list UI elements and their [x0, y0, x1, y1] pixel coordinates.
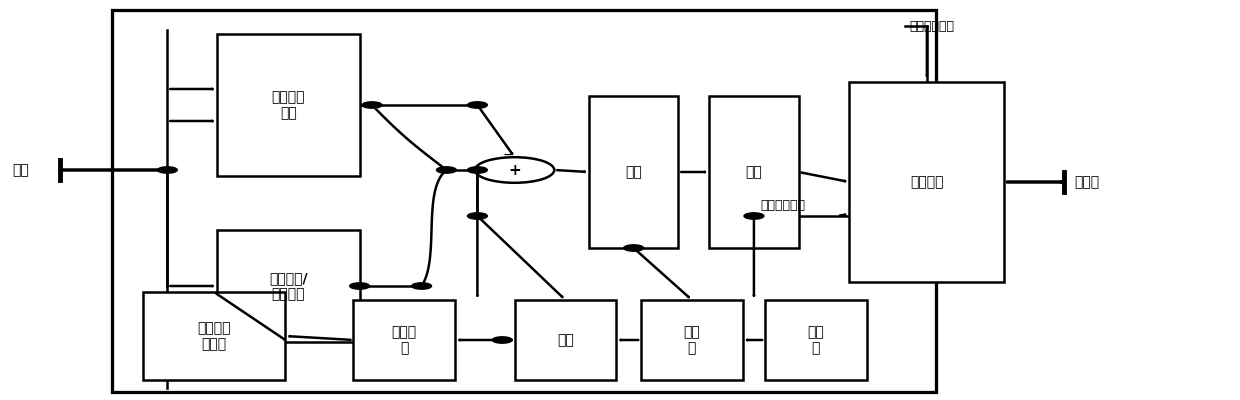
Bar — [709, 96, 799, 248]
Text: 输入: 输入 — [12, 163, 30, 177]
Bar — [217, 34, 360, 176]
Bar — [589, 96, 678, 248]
Circle shape — [436, 167, 456, 173]
Text: 熵编码器: 熵编码器 — [910, 175, 944, 189]
Bar — [641, 300, 743, 380]
Text: 帧间模式信息: 帧间模式信息 — [760, 199, 805, 212]
Circle shape — [492, 337, 512, 343]
Bar — [849, 82, 1004, 282]
Text: +: + — [508, 162, 521, 178]
Circle shape — [467, 102, 487, 108]
Text: 反变
换: 反变 换 — [683, 325, 701, 355]
Text: 参考图像
缓存器: 参考图像 缓存器 — [197, 321, 231, 351]
Text: −: − — [502, 148, 515, 162]
Circle shape — [412, 283, 432, 289]
Text: 量化: 量化 — [745, 165, 763, 179]
Bar — [515, 300, 616, 380]
Text: 变换: 变换 — [625, 165, 642, 179]
Circle shape — [362, 102, 382, 108]
Circle shape — [157, 167, 177, 173]
Circle shape — [624, 245, 644, 251]
Text: 环内滤
波: 环内滤 波 — [392, 325, 417, 355]
Text: 比特流: 比特流 — [1074, 175, 1099, 189]
Text: 反量
化: 反量 化 — [807, 325, 825, 355]
Bar — [143, 292, 285, 380]
Bar — [353, 300, 455, 380]
Circle shape — [350, 283, 370, 289]
Text: 帧内预测
单元: 帧内预测 单元 — [272, 90, 305, 120]
Text: 重建: 重建 — [557, 333, 574, 347]
Bar — [217, 230, 360, 342]
Text: 运动估计/
运动补偿: 运动估计/ 运动补偿 — [269, 271, 308, 301]
Bar — [765, 300, 867, 380]
Circle shape — [467, 213, 487, 219]
Circle shape — [467, 167, 487, 173]
Bar — [112, 10, 936, 392]
Text: 帧内模式信息: 帧内模式信息 — [909, 20, 954, 32]
Circle shape — [744, 213, 764, 219]
